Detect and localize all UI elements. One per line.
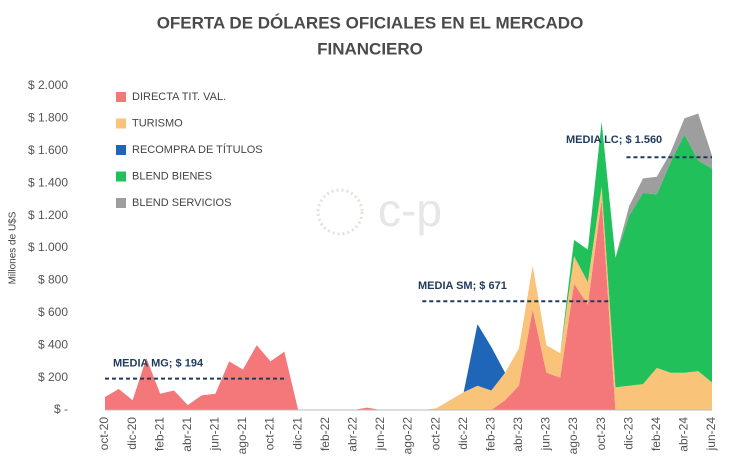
x-tick-label: ago-22: [401, 417, 415, 455]
legend-label: TURISMO: [132, 117, 183, 129]
y-tick-label: $ 200: [38, 370, 68, 384]
y-axis-label: Millones de U$S: [8, 211, 19, 284]
x-tick-label: dic-21: [290, 417, 304, 450]
legend-label: BLEND BIENES: [132, 170, 212, 182]
y-tick-label: $ 1.400: [28, 175, 68, 189]
y-tick-label: $ 400: [38, 337, 68, 351]
area: [105, 199, 712, 410]
x-tick-label: feb-24: [649, 417, 663, 451]
x-tick-label: ago-21: [235, 417, 249, 455]
legend-swatch: [116, 118, 126, 129]
watermark-logo: [316, 188, 364, 236]
legend-swatch: [116, 145, 126, 155]
x-tick-label: dic-23: [621, 417, 635, 450]
x-tick-label: abr-23: [511, 417, 525, 452]
x-tick-label: oct-21: [263, 417, 277, 451]
x-tick-label: feb-21: [152, 417, 166, 451]
x-tick-label: ago-23: [566, 417, 580, 455]
y-tick-label: $ 600: [38, 305, 68, 319]
legend-swatch: [116, 198, 126, 208]
x-tick-label: abr-22: [345, 417, 359, 452]
chart-title: FINANCIERO: [317, 39, 423, 58]
y-tick-label: $ -: [54, 402, 68, 416]
x-tick-label: jun-21: [208, 417, 222, 452]
x-tick-label: oct-23: [594, 417, 608, 451]
x-tick-label: dic-22: [456, 417, 470, 450]
y-tick-label: $ 1.000: [28, 240, 68, 254]
legend-label: RECOMPRA DE TÍTULOS: [132, 143, 263, 156]
area: [105, 186, 712, 410]
chart-title: OFERTA DE DÓLARES OFICIALES EN EL MERCAD…: [157, 13, 584, 32]
x-tick-label: jun-23: [539, 417, 553, 452]
y-tick-label: $ 1.600: [28, 143, 68, 157]
legend-swatch: [116, 92, 126, 102]
annotation: MEDIA LC; $ 1.560: [566, 134, 662, 146]
watermark: c-p: [378, 184, 442, 236]
x-tick-label: oct-22: [428, 417, 442, 451]
x-tick-label: oct-20: [97, 417, 111, 451]
legend-label: BLEND SERVICIOS: [132, 197, 231, 209]
x-tick-label: jun-24: [704, 417, 718, 452]
legend-label: DIRECTA TIT. VAL.: [132, 91, 226, 103]
y-tick-label: $ 1.200: [28, 208, 68, 222]
x-tick-label: abr-21: [180, 417, 194, 452]
y-tick-label: $ 800: [38, 273, 68, 287]
y-tick-label: $ 1.800: [28, 111, 68, 125]
annotation: MEDIA MG; $ 194: [113, 357, 204, 369]
x-tick-label: abr-24: [677, 417, 691, 452]
annotation: MEDIA SM; $ 671: [418, 280, 507, 292]
legend-swatch: [116, 171, 126, 182]
legend: DIRECTA TIT. VAL. TURISMO RECOMPRA DE TÍTU…: [116, 91, 263, 209]
x-tick-label: feb-22: [318, 417, 332, 451]
x-tick-label: dic-20: [125, 417, 139, 450]
x-tick-label: jun-22: [373, 417, 387, 452]
y-tick-label: $ 2.000: [28, 78, 68, 92]
x-tick-label: feb-23: [483, 417, 497, 451]
